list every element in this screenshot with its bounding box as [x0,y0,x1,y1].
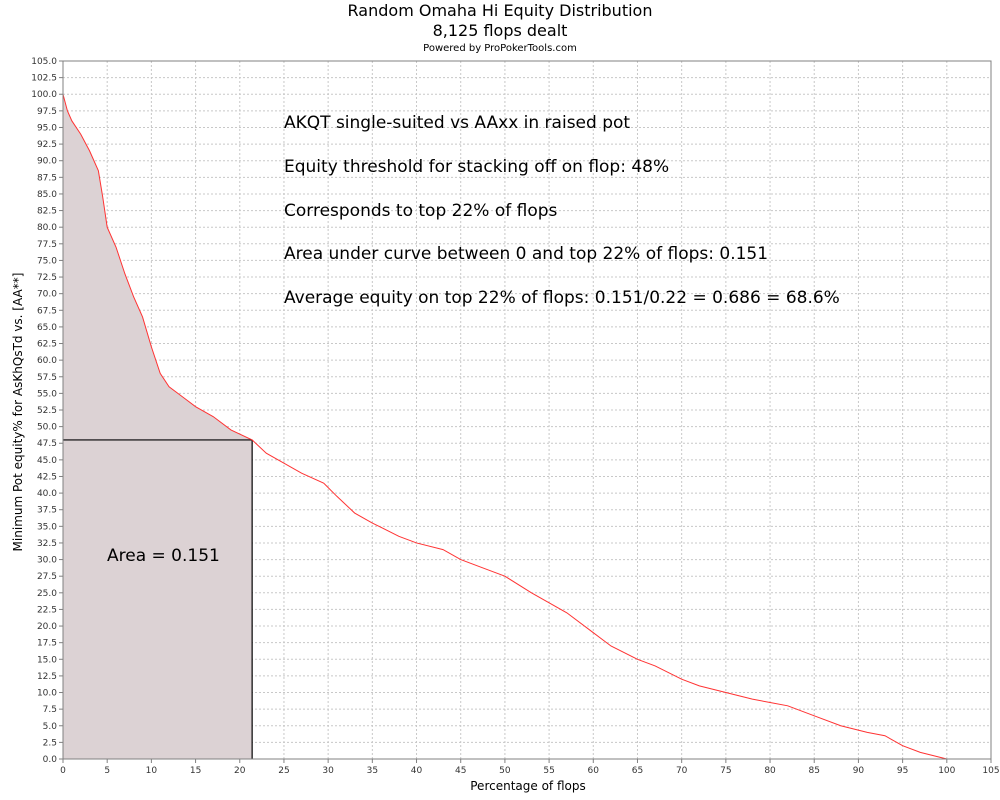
y-tick-label: 80.0 [37,223,57,233]
x-tick-label: 95 [897,766,908,776]
y-tick-label: 62.5 [37,340,57,350]
x-tick-label: 10 [146,766,158,776]
y-tick-label: 50.0 [37,423,57,433]
y-tick-label: 105.0 [31,57,57,67]
y-tick-label: 27.5 [37,572,57,582]
x-tick-label: 0 [60,766,66,776]
y-tick-label: 100.0 [31,90,57,100]
y-tick-label: 82.5 [37,207,57,217]
y-tick-label: 37.5 [37,506,57,516]
y-tick-label: 85.0 [37,190,57,200]
annotation-matchup: AKQT single-suited vs AAxx in raised pot [284,113,630,133]
y-tick-label: 17.5 [37,639,57,649]
y-tick-label: 57.5 [37,373,57,383]
y-tick-label: 32.5 [37,539,57,549]
y-tick-label: 12.5 [37,672,57,682]
x-tick-label: 20 [234,766,246,776]
y-tick-label: 55.0 [37,389,57,399]
x-tick-label: 15 [190,766,201,776]
x-tick-label: 70 [676,766,688,776]
x-tick-label: 35 [367,766,378,776]
y-tick-label: 7.5 [43,705,57,715]
y-tick-label: 35.0 [37,522,57,532]
y-tick-label: 47.5 [37,439,57,449]
x-tick-label: 105 [982,766,999,776]
y-tick-label: 65.0 [37,323,57,333]
grid-lines [63,60,992,759]
x-tick-label: 55 [543,766,554,776]
y-tick-label: 75.0 [37,256,57,266]
chart-subtitle: 8,125 flops dealt [432,21,568,40]
area-label: Area = 0.151 [107,546,220,566]
equity-series-line [62,94,947,760]
y-tick-label: 95.0 [37,123,57,133]
x-tick-label: 80 [764,766,776,776]
y-tick-label: 70.0 [37,290,57,300]
annotation-average-equity: Average equity on top 22% of flops: 0.15… [284,288,840,308]
y-tick-label: 22.5 [37,605,57,615]
tick-labels: 0.0 2.5 5.0 7.5 10.0 12.5 15.0 17.5 20.0 22.5 25.0… [31,57,999,776]
y-tick-label: 92.5 [37,140,57,150]
y-tick-label: 2.5 [43,738,57,748]
chart-credit: Powered by ProPokerTools.com [423,43,577,54]
annotation-area: Area under curve between 0 and top 22% o… [284,244,768,264]
plot-border [62,60,992,760]
y-axis-title: Minimum Pot equity% for AsKhQsTd vs. [AA… [11,273,25,552]
y-tick-label: 72.5 [37,273,57,283]
y-tick-label: 102.5 [31,74,57,84]
y-tick-label: 10.0 [37,689,57,699]
annotation-top-flops: Corresponds to top 22% of flops [284,201,558,221]
x-tick-label: 40 [411,766,423,776]
y-tick-label: 25.0 [37,589,57,599]
x-tick-label: 85 [809,766,820,776]
x-tick-label: 5 [104,766,110,776]
y-tick-label: 30.0 [37,556,57,566]
y-tick-label: 77.5 [37,240,57,250]
x-tick-label: 30 [322,766,334,776]
x-tick-label: 25 [278,766,289,776]
chart-title: Random Omaha Hi Equity Distribution [347,1,653,20]
y-tick-label: 67.5 [37,306,57,316]
y-tick-label: 60.0 [37,356,57,366]
x-tick-label: 75 [720,766,731,776]
y-tick-label: 20.0 [37,622,57,632]
y-tick-label: 90.0 [37,157,57,167]
y-tick-label: 87.5 [37,173,57,183]
x-tick-label: 50 [499,766,511,776]
y-tick-label: 97.5 [37,107,57,117]
y-tick-label: 42.5 [37,472,57,482]
shaded-area-layer [63,94,253,759]
shaded-area [63,94,253,759]
y-tick-label: 15.0 [37,655,57,665]
y-tick-label: 52.5 [37,406,57,416]
x-tick-label: 45 [455,766,466,776]
y-tick-label: 0.0 [43,755,58,765]
annotation-threshold: Equity threshold for stacking off on flo… [284,157,669,177]
x-tick-label: 90 [853,766,865,776]
y-tick-label: 40.0 [37,489,57,499]
axes [59,60,992,763]
y-tick-label: 5.0 [43,722,58,732]
x-tick-label: 65 [632,766,643,776]
chart-header: Random Omaha Hi Equity Distribution 8,12… [0,0,1000,55]
x-tick-label: 60 [588,766,600,776]
series-line-layer [62,94,947,760]
x-axis-title: Percentage of flops [470,779,585,793]
x-tick-label: 100 [938,766,955,776]
y-tick-label: 45.0 [37,456,57,466]
